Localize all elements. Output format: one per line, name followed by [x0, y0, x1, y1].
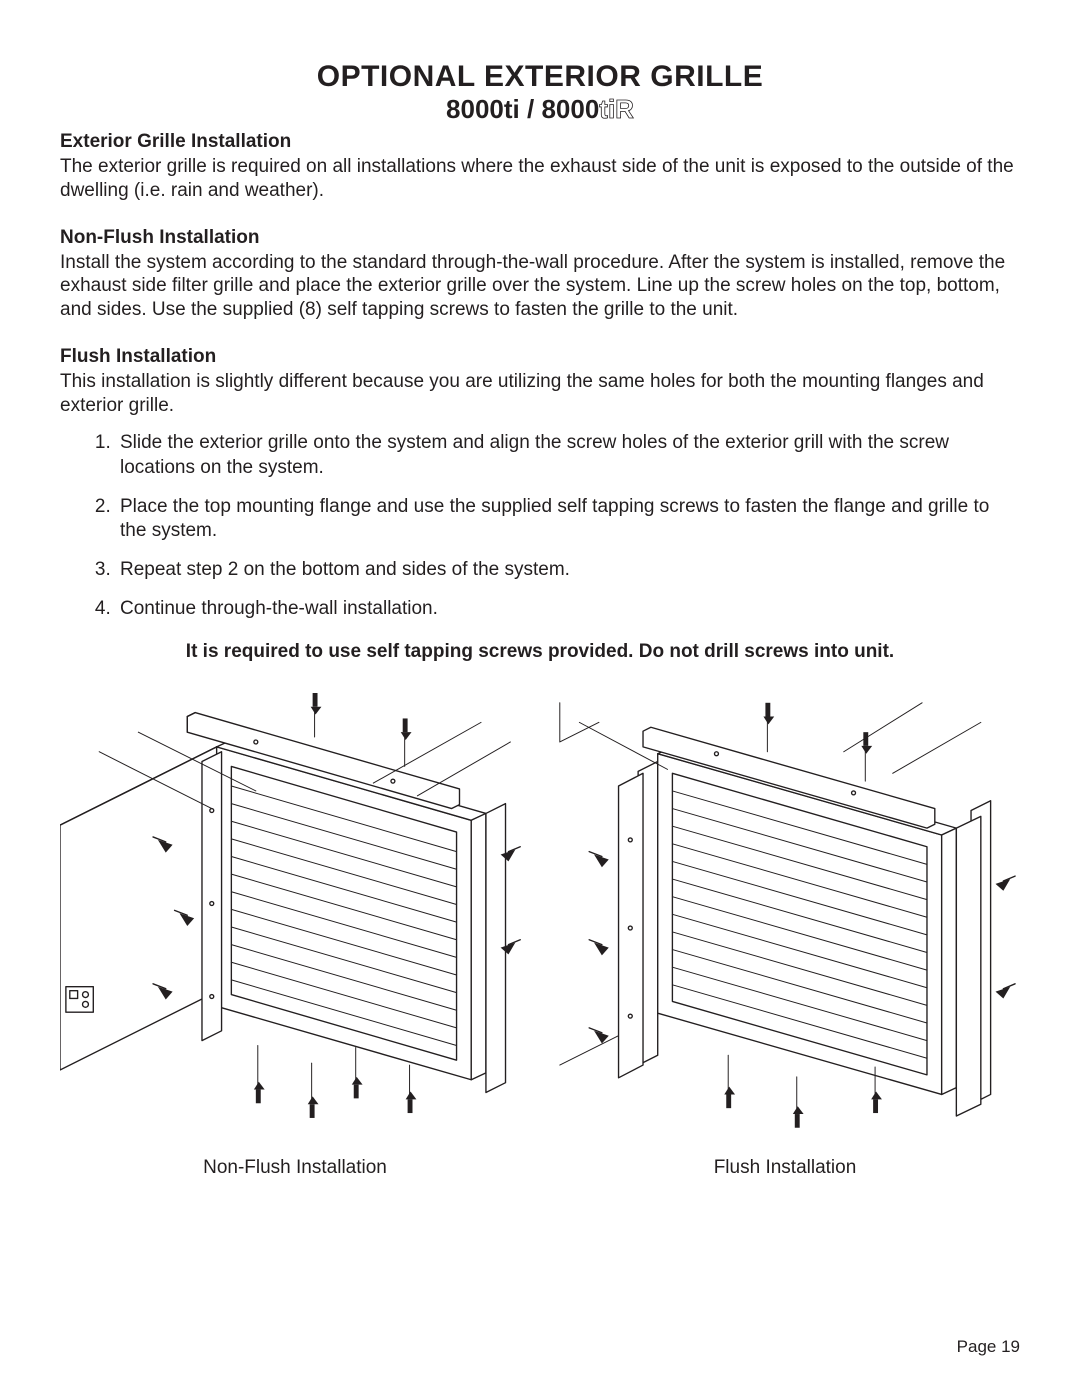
model-b-suffix: tiR: [599, 94, 634, 124]
model-a-suffix: ti: [504, 94, 520, 124]
figure-non-flush: Non-Flush Installation: [60, 693, 530, 1178]
page-title-line2: 8000ti / 8000tiR: [60, 94, 1020, 125]
model-a-num: 8000: [446, 94, 504, 124]
diagram-flush: [550, 693, 1020, 1143]
heading-exterior-grille: Exterior Grille Installation: [60, 131, 1020, 153]
flush-step-2: Place the top mounting flange and use th…: [116, 495, 1020, 544]
caption-flush: Flush Installation: [550, 1157, 1020, 1179]
flush-step-4: Continue through-the-wall installation.: [116, 597, 1020, 622]
flush-step-3: Repeat step 2 on the bottom and sides of…: [116, 558, 1020, 583]
flush-steps-list: Slide the exterior grille onto the syste…: [60, 431, 1020, 621]
body-non-flush: Install the system according to the stan…: [60, 251, 1020, 322]
model-b-num: 8000: [541, 94, 599, 124]
flush-step-1: Slide the exterior grille onto the syste…: [116, 431, 1020, 480]
diagram-non-flush: [60, 693, 530, 1143]
figure-flush: Flush Installation: [550, 693, 1020, 1178]
warning-text: It is required to use self tapping screw…: [60, 641, 1020, 663]
title-separator: /: [520, 94, 542, 124]
heading-flush: Flush Installation: [60, 346, 1020, 368]
body-flush: This installation is slightly different …: [60, 370, 1020, 418]
heading-non-flush: Non-Flush Installation: [60, 227, 1020, 249]
page-number: Page 19: [957, 1337, 1020, 1357]
body-exterior-grille: The exterior grille is required on all i…: [60, 155, 1020, 203]
caption-non-flush: Non-Flush Installation: [60, 1157, 530, 1179]
figures-row: Non-Flush Installation: [60, 693, 1020, 1178]
page-title-line1: OPTIONAL EXTERIOR GRILLE: [60, 60, 1020, 94]
